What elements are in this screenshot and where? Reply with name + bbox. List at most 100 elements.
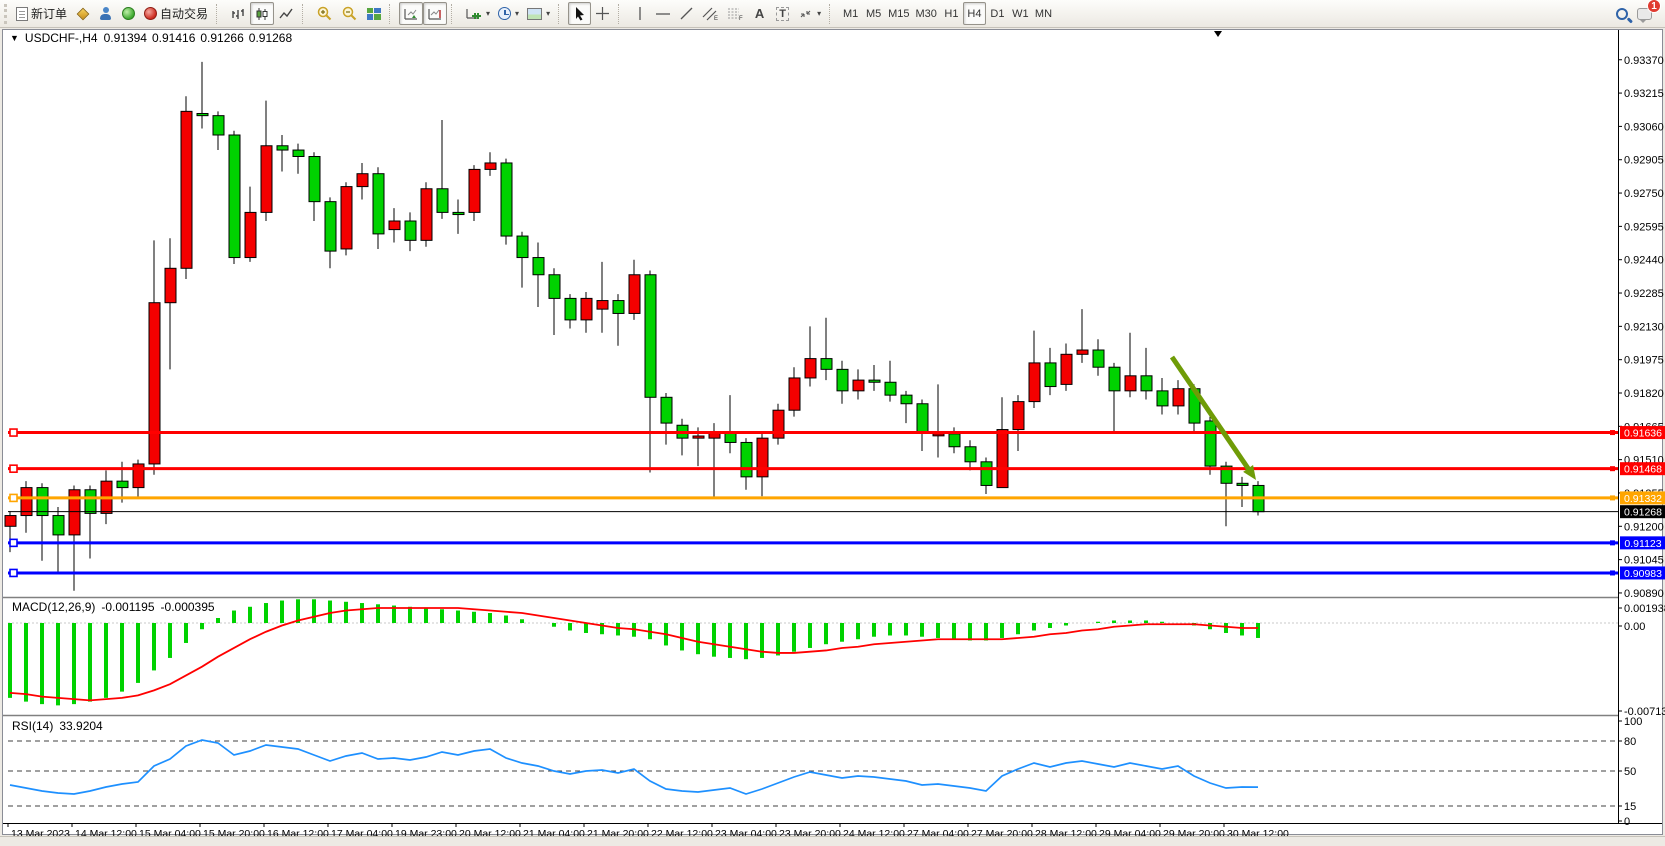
indicators-button[interactable]: ▾ <box>461 2 494 25</box>
market-watch-button[interactable] <box>71 2 94 25</box>
main-toolbar: 新订单 自动交易 ▾ ▾ <box>0 0 1665 28</box>
line-chart-icon <box>279 8 293 18</box>
hline-handle[interactable] <box>9 464 18 473</box>
trendline-button[interactable] <box>675 2 698 25</box>
candle <box>1140 375 1153 392</box>
timeframe-d1-button[interactable]: D1 <box>990 7 1005 20</box>
svg-text:F: F <box>739 16 743 21</box>
candle <box>900 394 913 405</box>
timeframe-m15-button[interactable]: M15 <box>888 7 910 20</box>
candle <box>324 201 337 252</box>
timeframe-h4-button[interactable]: H4 <box>962 2 986 25</box>
equidistant-channel-button[interactable]: E <box>698 2 723 25</box>
window-bottom-strip <box>0 836 1665 846</box>
arrows-button[interactable]: ▾ <box>794 2 825 25</box>
price-tag <box>1620 491 1665 505</box>
price-tag <box>1620 462 1665 476</box>
templates-caret: ▾ <box>546 9 551 18</box>
accounts-button[interactable] <box>94 2 117 25</box>
timeframe-m1-button[interactable]: M1 <box>842 7 859 20</box>
timeframe-h1-button[interactable]: H1 <box>944 7 959 20</box>
price-tag <box>1620 566 1665 580</box>
symbol-expander-icon[interactable]: ▼ <box>10 33 19 43</box>
rsi-line <box>9 739 1259 795</box>
candle <box>916 403 929 433</box>
price-axis-label: 0.92440 <box>1624 255 1664 267</box>
zoom-in-icon <box>317 6 332 21</box>
trend-arrow-annotation[interactable] <box>1169 355 1253 474</box>
price-axis-label: 0.92905 <box>1624 155 1664 167</box>
hline-handle[interactable] <box>9 428 18 437</box>
candle <box>516 235 529 259</box>
text-icon: A <box>754 6 765 21</box>
candle <box>84 489 97 514</box>
horizontal-line-button[interactable] <box>651 2 675 25</box>
hline-axis-marker <box>1610 540 1615 546</box>
macd-label: MACD(12,26,9) -0.001195 -0.000395 <box>12 600 215 614</box>
auto-scroll-button[interactable] <box>399 2 424 25</box>
chart-shift-marker-icon[interactable] <box>1214 31 1222 37</box>
equidistant-channel-icon: E <box>702 7 718 21</box>
toolbar-grip[interactable] <box>4 3 9 24</box>
candle <box>4 515 17 527</box>
zoom-out-button[interactable] <box>337 2 362 25</box>
cursor-icon <box>575 7 584 21</box>
zoom-in-button[interactable] <box>312 2 337 25</box>
vertical-line-button[interactable] <box>628 2 651 25</box>
price-axis-label: 0.92750 <box>1624 188 1664 200</box>
indicators-caret: ▾ <box>486 9 491 18</box>
price-axis-label: 0.93370 <box>1624 55 1664 67</box>
auto-trading-button[interactable]: 自动交易 <box>140 2 212 25</box>
rsi-axis-label: 15 <box>1624 801 1636 813</box>
candle <box>244 211 257 259</box>
hline-handle[interactable] <box>9 568 18 578</box>
candle <box>500 162 513 237</box>
macd-main-value: -0.001195 <box>101 600 155 614</box>
crosshair-button[interactable] <box>591 2 614 25</box>
periods-button[interactable]: ▾ <box>494 2 523 25</box>
new-order-button[interactable]: 新订单 <box>12 2 71 25</box>
candle <box>148 302 161 465</box>
candle <box>308 156 321 203</box>
rsi-axis-label: 80 <box>1624 736 1636 748</box>
crosshair-icon <box>596 7 610 20</box>
candle <box>228 134 241 259</box>
chart-shift-icon <box>428 8 442 20</box>
bar-chart-icon <box>232 8 244 19</box>
radar-icon <box>122 7 136 20</box>
tile-windows-button[interactable] <box>362 2 385 25</box>
rsi-name: RSI(14) <box>12 719 54 733</box>
search-button[interactable] <box>1610 2 1633 25</box>
hline-handle[interactable] <box>9 493 18 503</box>
chart-shift-button[interactable] <box>423 2 448 25</box>
line-chart-button[interactable] <box>274 2 298 25</box>
candle <box>372 173 385 235</box>
candle <box>756 437 769 478</box>
candle <box>1236 482 1249 486</box>
templates-button[interactable]: ▾ <box>523 2 554 25</box>
hline-handle[interactable] <box>9 538 18 548</box>
candle <box>116 480 129 489</box>
candle <box>644 274 657 398</box>
notifications-button[interactable]: 1 <box>1633 0 1661 25</box>
chart-title-bar: ▼ USDCHF-,H4 0.91394 0.91416 0.91266 0.9… <box>10 31 292 45</box>
signals-button[interactable] <box>117 2 140 25</box>
timeframe-w1-button[interactable]: W1 <box>1012 7 1029 20</box>
toolbar-separator <box>302 3 309 24</box>
candlestick-chart-button[interactable] <box>250 2 275 25</box>
rsi-axis-label: 0 <box>1624 816 1630 828</box>
fibonacci-button[interactable]: F <box>723 2 748 25</box>
text-label-button[interactable]: T <box>771 2 794 25</box>
macd-name: MACD(12,26,9) <box>12 600 96 614</box>
cursor-button[interactable] <box>568 2 592 25</box>
text-button[interactable]: A <box>748 2 771 25</box>
toolbar-separator <box>618 3 625 24</box>
timeframe-m30-button[interactable]: M30 <box>915 7 937 20</box>
timeframe-mn-button[interactable]: MN <box>1034 7 1053 20</box>
bar-chart-button[interactable] <box>226 2 250 25</box>
candle <box>788 377 801 411</box>
timeframe-m5-button[interactable]: M5 <box>865 7 882 20</box>
ohlc-close: 0.91268 <box>248 31 293 45</box>
auto-scroll-icon <box>404 8 418 20</box>
